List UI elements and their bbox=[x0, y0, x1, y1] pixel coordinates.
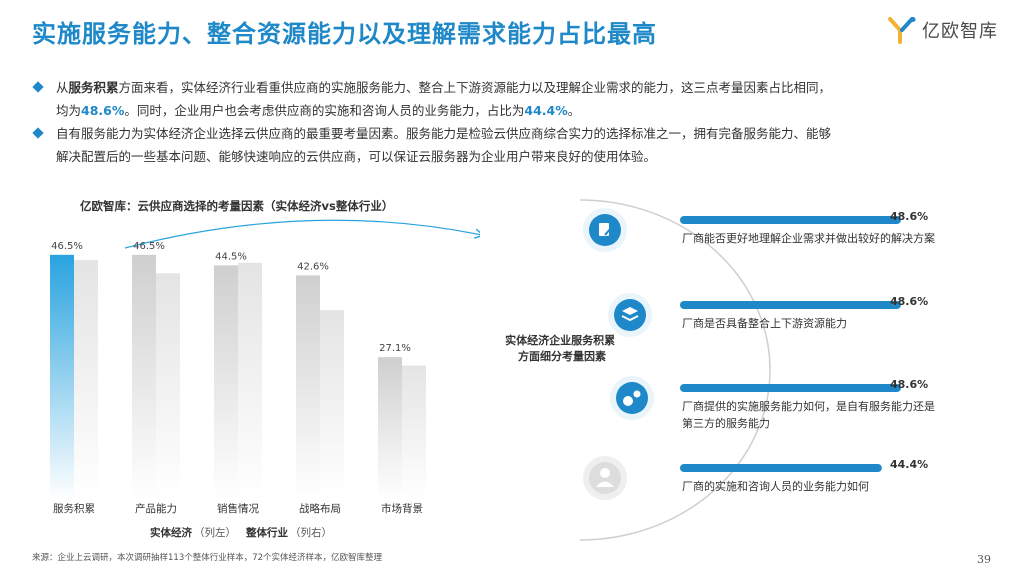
highlight-value: 44.4% bbox=[524, 103, 568, 118]
highlight-value: 48.6% bbox=[81, 103, 125, 118]
bar-series-1 bbox=[132, 254, 156, 500]
data-label: 46.5% bbox=[51, 241, 83, 252]
brand-name: 亿欧智库 bbox=[922, 21, 998, 42]
category-label: 战略布局 bbox=[299, 502, 341, 515]
bar-series-2 bbox=[238, 262, 262, 500]
gears-icon bbox=[610, 376, 654, 420]
chart-legend: 实体经济 （列左） 整体行业 （列右） bbox=[150, 526, 332, 539]
source-note: 来源：企业上云调研，本次调研抽样113个整体行业样本，72个实体经济样本，亿欧智… bbox=[32, 553, 383, 563]
brand-logo: 亿欧智库 bbox=[888, 16, 998, 44]
horizontal-bar-chart-service-factors: 实体经济企业服务积累 方面细分考量因素 48.6% 厂商能否更好地理解企业需求并做… bbox=[505, 199, 935, 541]
category-label: 厂商是否具备整合上下游资源能力 bbox=[682, 316, 847, 330]
bullet-line: 自有服务能力为实体经济企业选择云供应商的最重要考量因素。服务能力是检验云供应商综… bbox=[56, 126, 832, 141]
data-label: 44.4% bbox=[890, 458, 928, 471]
page-title: 实施服务能力、整合资源能力以及理解需求能力占比最高 bbox=[32, 20, 657, 48]
bar-series-2 bbox=[402, 365, 426, 500]
data-label: 42.6% bbox=[297, 261, 329, 272]
bullet-point: 自有服务能力为实体经济企业选择云供应商的最重要考量因素。服务能力是检验云供应商综… bbox=[32, 122, 992, 168]
hbar bbox=[680, 301, 901, 309]
data-label: 27.1% bbox=[379, 343, 411, 354]
data-label: 48.6% bbox=[890, 378, 928, 391]
diamond-bullet-icon bbox=[32, 127, 44, 139]
category-label: 服务积累 bbox=[53, 502, 95, 515]
bar-series-1 bbox=[214, 265, 238, 500]
data-label: 46.5% bbox=[133, 241, 165, 252]
legend-item-series-1: 实体经济 （列左） bbox=[150, 526, 236, 539]
bullet-line: 解决配置后的一些基本问题、能够快速响应的云供应商，可以保证云服务器为企业用户带来… bbox=[56, 149, 657, 164]
data-label: 48.6% bbox=[890, 210, 928, 223]
bar-series-2 bbox=[156, 273, 180, 500]
bullet-point: 从服务积累方面来看，实体经济行业看重供应商的实施服务能力、整合上下游资源能力以及… bbox=[32, 76, 992, 122]
bullet-text: 。 bbox=[567, 103, 581, 118]
summary-bullets: 从服务积累方面来看，实体经济行业看重供应商的实施服务能力、整合上下游资源能力以及… bbox=[32, 76, 992, 168]
arc-divider bbox=[579, 199, 771, 541]
diamond-bullet-icon bbox=[32, 81, 44, 93]
bar-series-1 bbox=[296, 275, 320, 500]
bar-chart-supplier-factors: 亿欧智库：云供应商选择的考量因素（实体经济vs整体行业） 46.5% 服务积累 46… bbox=[50, 199, 480, 539]
bar-series-2 bbox=[320, 310, 344, 500]
hbar bbox=[680, 464, 882, 472]
yiou-logo-icon bbox=[888, 17, 916, 44]
bullet-text: 。同时，企业用户也会考虑供应商的实施和咨询人员的业务能力，占比为 bbox=[124, 103, 525, 118]
data-label: 44.5% bbox=[215, 251, 247, 262]
trend-arrow-icon bbox=[124, 219, 480, 249]
bar-series-1 bbox=[378, 357, 402, 500]
document-edit-icon bbox=[583, 208, 627, 252]
category-label: 厂商的实施和咨询人员的业务能力如何 bbox=[682, 479, 869, 493]
page-number: 39 bbox=[977, 553, 991, 566]
category-label: 销售情况 bbox=[217, 502, 259, 515]
bullet-text: 从 bbox=[56, 80, 69, 95]
bullet-line: 从服务积累方面来看，实体经济行业看重供应商的实施服务能力、整合上下游资源能力以及… bbox=[56, 76, 992, 99]
hbar bbox=[680, 216, 901, 224]
hbar bbox=[680, 384, 901, 392]
legend-item-series-2: 整体行业 （列右） bbox=[245, 526, 332, 539]
category-label: 厂商提供的实施服务能力如何，是自有服务能力还是第三方的服务能力 bbox=[682, 399, 935, 430]
data-label: 48.6% bbox=[890, 295, 928, 308]
category-label: 产品能力 bbox=[135, 502, 177, 515]
category-label: 市场背景 bbox=[381, 502, 423, 515]
chart-title: 亿欧智库：云供应商选择的考量因素（实体经济vs整体行业） bbox=[80, 199, 393, 213]
user-icon bbox=[583, 456, 627, 500]
bar-series-2 bbox=[74, 260, 98, 500]
bullet-bold-text: 服务积累 bbox=[68, 80, 119, 95]
layers-icon bbox=[608, 293, 652, 337]
center-label: 实体经济企业服务积累 方面细分考量因素 bbox=[505, 333, 619, 363]
bullet-text: 方面来看，实体经济行业看重供应商的实施服务能力、整合上下游资源能力以及理解企业需… bbox=[118, 80, 832, 95]
category-label: 厂商能否更好地理解企业需求并做出较好的解决方案 bbox=[682, 231, 935, 245]
bar-series-1 bbox=[50, 254, 74, 500]
bullet-line: 均为48.6%。同时，企业用户也会考虑供应商的实施和咨询人员的业务能力，占比为4… bbox=[56, 99, 992, 122]
bullet-text: 均为 bbox=[56, 103, 82, 118]
